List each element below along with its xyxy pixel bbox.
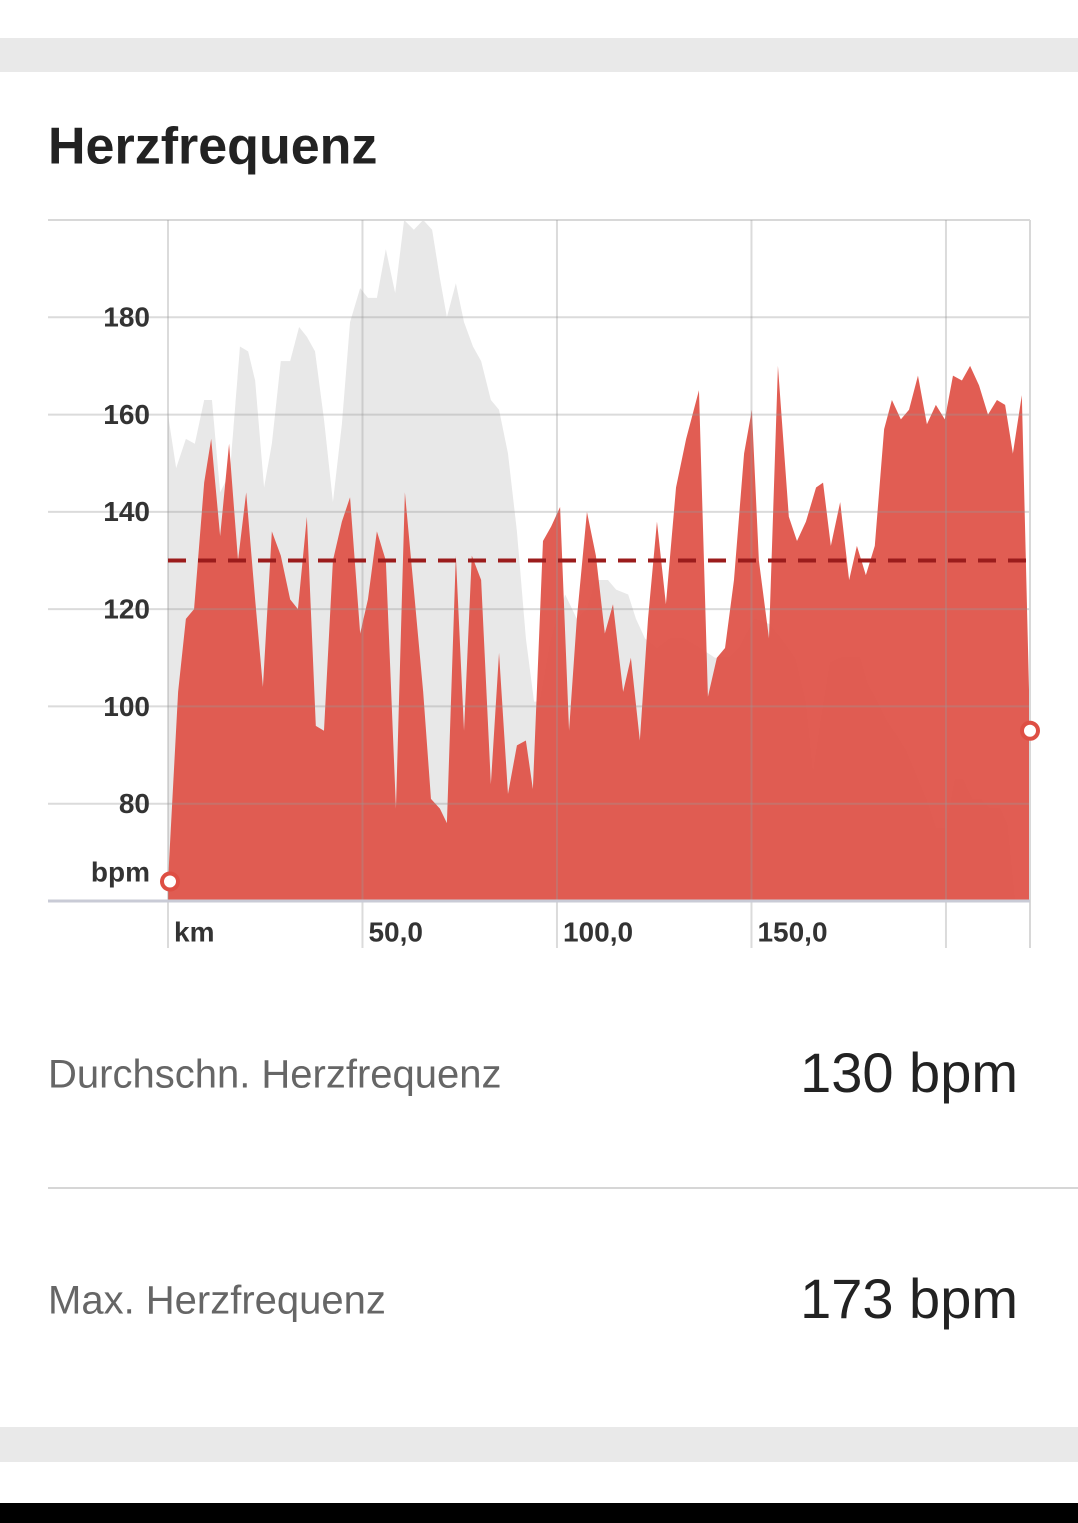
y-tick-label: 80 <box>119 788 150 819</box>
stat-value: 130 bpm <box>800 1041 1018 1104</box>
stat-value: 173 bpm <box>800 1267 1018 1330</box>
y-tick-label: 180 <box>103 302 150 333</box>
end-marker <box>1020 720 1040 741</box>
bottom-band <box>0 1427 1078 1462</box>
x-tick-label: 50,0 <box>368 916 423 947</box>
y-tick-label: 140 <box>103 496 150 527</box>
x-tick-label: km <box>174 916 214 947</box>
stat-label: Durchschn. Herzfrequenz <box>48 1053 502 1097</box>
area <box>168 365 1030 901</box>
y-tick-label: 120 <box>103 594 150 625</box>
card-title: Herzfrequenz <box>48 118 377 176</box>
y-tick-label: 160 <box>103 399 150 430</box>
y-unit-label: bpm <box>91 856 150 887</box>
y-tick-label: 100 <box>103 691 150 722</box>
x-tick-label: 100,0 <box>563 916 633 947</box>
nav-bar <box>0 1503 1078 1523</box>
x-tick-label: 150,0 <box>757 916 827 947</box>
end-marker <box>160 871 180 892</box>
top-band <box>0 38 1078 72</box>
stat-label: Max. Herzfrequenz <box>48 1279 386 1323</box>
